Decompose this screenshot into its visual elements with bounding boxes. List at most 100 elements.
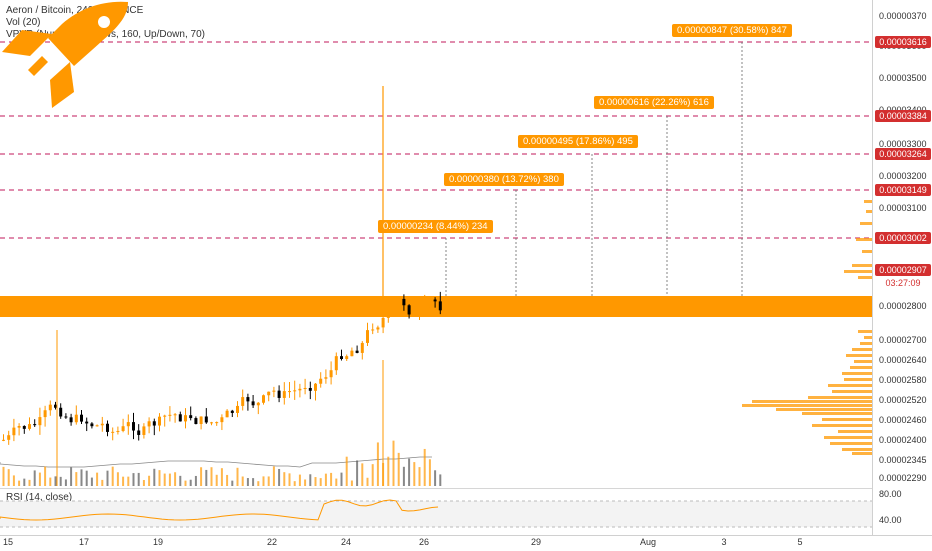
vpvr-bar [802, 412, 872, 415]
candle-body [28, 424, 31, 429]
candle-body [132, 422, 135, 431]
volume-bar [241, 476, 244, 486]
vpvr-bar [752, 400, 872, 403]
volume-bar [361, 463, 364, 486]
candle-body [48, 404, 52, 411]
time-tick: 22 [266, 537, 278, 547]
candle-body [204, 416, 208, 423]
candle-body [366, 330, 369, 343]
price-level-label: 0.00003616 [875, 36, 931, 48]
rsi-tick: 80.00 [879, 489, 902, 499]
candle-body [137, 430, 141, 435]
candle-body [194, 418, 198, 425]
candle-body [80, 414, 83, 422]
rsi-line [0, 499, 439, 521]
vpvr-bar [824, 436, 872, 439]
volume-bar [80, 469, 83, 486]
volume-bar [335, 478, 338, 486]
volume-bar [356, 460, 359, 486]
volume-bar [226, 474, 229, 486]
vpvr-bar [852, 264, 872, 267]
volume-bar [304, 479, 307, 486]
volume-bar [272, 466, 275, 486]
candle-body [168, 414, 172, 416]
price-chart[interactable] [0, 0, 872, 487]
target-callout: 0.00000495 (17.86%) 495 [518, 135, 638, 148]
candle-body [116, 430, 120, 432]
target-callout: 0.00000380 (13.72%) 380 [444, 173, 564, 186]
price-axis[interactable]: 0.000003700.000036000.000035000.00003400… [872, 0, 932, 535]
candle-body [74, 414, 78, 423]
volume-bar [111, 466, 114, 486]
vpvr-bar [864, 200, 872, 203]
volume-bar [397, 452, 400, 486]
volume-bar [267, 476, 270, 486]
price-tick: 0.00003500 [879, 73, 927, 83]
candle-body [392, 299, 395, 303]
volume-bar [122, 476, 125, 486]
target-callout: 0.00000616 (22.26%) 616 [594, 96, 714, 109]
vpvr-bar [842, 372, 872, 375]
candle-body [262, 395, 265, 403]
vpvr-bar [860, 222, 872, 225]
candle-body [121, 426, 125, 431]
candle-body [324, 377, 328, 379]
volume-indicator-label[interactable]: Vol (20) [6, 17, 41, 28]
candle-body [210, 422, 213, 424]
volume-bar [288, 473, 291, 486]
price-tick: 0.00003200 [879, 171, 927, 181]
vpvr-bar [808, 396, 872, 399]
rsi-indicator-label[interactable]: RSI (14, close) [6, 492, 73, 503]
volume-bar [174, 472, 177, 486]
volume-bar [158, 470, 161, 486]
candle-body [147, 421, 151, 427]
candle-body [111, 431, 115, 433]
candle-body [85, 421, 89, 424]
vpvr-bar [830, 442, 872, 445]
candle-body [251, 401, 255, 406]
volume-bar [345, 456, 348, 486]
target-callout: 0.00000847 (30.58%) 847 [672, 24, 792, 37]
time-tick: 29 [530, 537, 542, 547]
vpvr-bar [852, 452, 872, 455]
candle-body [33, 424, 37, 426]
rsi-chart [0, 499, 872, 528]
volume-bar [38, 472, 41, 486]
time-axis[interactable]: 15 17 19 22 24 26 29 Aug 3 5 [0, 535, 932, 551]
candle-body [163, 415, 167, 417]
volume-bar [90, 477, 93, 486]
candle-body [12, 427, 16, 436]
candle-body [106, 423, 109, 432]
symbol-title[interactable]: Aeron / Bitcoin, 240, BINANCE [6, 5, 144, 16]
candle-body [402, 298, 406, 306]
volume-bar [278, 468, 281, 486]
vpvr-bar [862, 250, 872, 253]
candle-body [381, 317, 385, 328]
candle-body [412, 311, 416, 315]
price-level-label: 0.00003384 [875, 110, 931, 122]
volume-bar [59, 476, 62, 486]
price-tick: 0.00002400 [879, 435, 927, 445]
candle-body [236, 405, 239, 413]
volume-bar [392, 440, 395, 486]
candle-body [126, 422, 130, 427]
candle-body [95, 425, 99, 427]
price-tick: 0.00000370 [879, 11, 927, 21]
vpvr-bar [856, 238, 872, 241]
candle-body [178, 414, 182, 422]
candle-body [256, 402, 260, 406]
volume-bar [314, 477, 317, 486]
rsi-pane[interactable]: RSI (14, close) [0, 488, 872, 536]
price-tick: 0.00003100 [879, 203, 927, 213]
vpvr-bar [822, 418, 872, 421]
chart-pane[interactable]: Aeron / Bitcoin, 240, BINANCE Vol (20) V… [0, 0, 872, 487]
volume-bar [246, 478, 249, 486]
volume-bar [210, 467, 213, 486]
price-tick: 0.00002345 [879, 455, 927, 465]
rsi-tick: 40.00 [879, 515, 902, 525]
volume-bar [418, 467, 421, 486]
target-callout: 0.00000234 (8.44%) 234 [378, 220, 493, 233]
price-tick: 0.00002640 [879, 355, 927, 365]
time-tick: 3 [721, 537, 727, 547]
volume-bar [324, 473, 327, 486]
